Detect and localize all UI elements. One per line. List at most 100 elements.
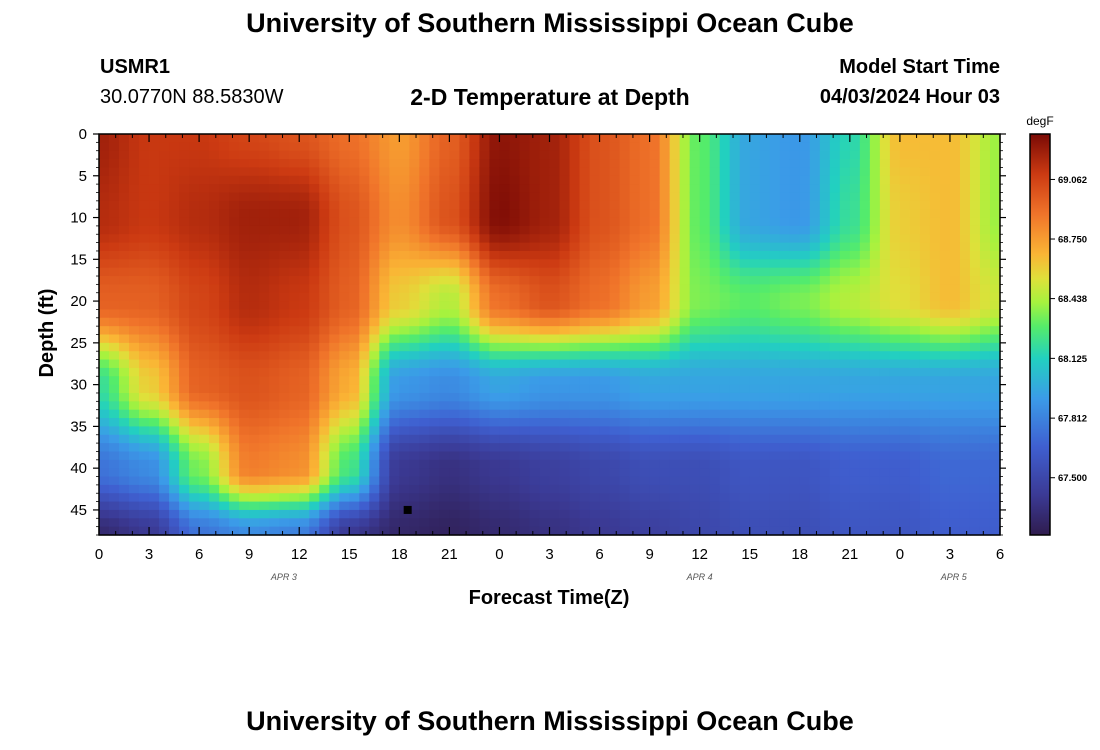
- heatmap-cell: [229, 418, 240, 427]
- heatmap-cell: [419, 159, 430, 169]
- heatmap-cell: [639, 209, 651, 219]
- colorbar-label: 67.812: [1058, 414, 1087, 425]
- heatmap-cell: [699, 526, 711, 536]
- heatmap-cell: [279, 392, 290, 402]
- heatmap-cell: [479, 334, 491, 344]
- heatmap-cell: [679, 376, 691, 386]
- heatmap-cell: [259, 359, 270, 369]
- heatmap-cell: [879, 150, 891, 160]
- heatmap-cell: [199, 426, 210, 436]
- heatmap-cell: [589, 267, 601, 277]
- heatmap-cell: [689, 484, 701, 494]
- heatmap-cell: [319, 326, 330, 336]
- heatmap-cell: [959, 250, 971, 260]
- heatmap-cell: [919, 175, 931, 185]
- heatmap-cell: [809, 142, 821, 152]
- heatmap-cell: [229, 468, 240, 478]
- heatmap-cell: [239, 309, 250, 319]
- heatmap-cell: [619, 225, 631, 235]
- heatmap-cell: [299, 459, 310, 469]
- heatmap-cell: [599, 326, 611, 336]
- heatmap-cell: [499, 259, 511, 269]
- heatmap-cell: [599, 493, 611, 503]
- colorbar-label: 69.062: [1058, 175, 1087, 186]
- heatmap-cell: [839, 276, 851, 285]
- heatmap-cell: [649, 501, 661, 511]
- heatmap-cell: [629, 309, 641, 319]
- heatmap-cell: [669, 192, 681, 202]
- heatmap-cell: [159, 334, 170, 344]
- heatmap-cell: [499, 493, 511, 503]
- heatmap-cell: [899, 234, 911, 244]
- heatmap-cell: [219, 209, 230, 219]
- heatmap-cell: [149, 192, 160, 202]
- heatmap-cell: [699, 376, 711, 386]
- heatmap-cell: [679, 284, 691, 294]
- heatmap-cell: [329, 184, 340, 194]
- heatmap-cell: [629, 468, 641, 478]
- heatmap-cell: [139, 434, 150, 444]
- heatmap-cell: [529, 509, 541, 519]
- heatmap-cell: [159, 175, 170, 185]
- heatmap-cell: [629, 518, 641, 528]
- heatmap-cell: [179, 409, 190, 419]
- heatmap-cell: [619, 267, 631, 277]
- heatmap-cell: [509, 426, 521, 436]
- heatmap-cell: [579, 292, 591, 302]
- heatmap-cell: [649, 342, 661, 352]
- heatmap-cell: [589, 250, 601, 260]
- heatmap-cell: [749, 342, 761, 352]
- heatmap-cell: [209, 326, 220, 336]
- heatmap-cell: [109, 259, 120, 269]
- heatmap-cell: [189, 175, 200, 185]
- heatmap-cell: [339, 526, 350, 536]
- heatmap-cell: [219, 384, 230, 394]
- heatmap-cell: [639, 376, 651, 386]
- heatmap-cell: [569, 175, 581, 185]
- heatmap-cell: [329, 276, 340, 285]
- heatmap-cell: [899, 309, 911, 319]
- heatmap-cell: [449, 484, 460, 494]
- heatmap-cell: [379, 267, 390, 277]
- heatmap-cell: [419, 250, 430, 260]
- heatmap-cell: [249, 493, 260, 503]
- heatmap-cell: [269, 501, 280, 511]
- heatmap-cell: [379, 192, 390, 202]
- heatmap-cell: [729, 217, 741, 227]
- heatmap-cell: [669, 426, 681, 436]
- heatmap-cell: [549, 267, 561, 277]
- heatmap-cell: [909, 426, 921, 436]
- heatmap-cell: [549, 292, 561, 302]
- heatmap-cell: [279, 484, 290, 494]
- heatmap-cell: [899, 242, 911, 252]
- heatmap-cell: [439, 426, 450, 436]
- heatmap-cell: [399, 351, 410, 361]
- heatmap-cell: [709, 150, 721, 160]
- heatmap-cell: [189, 200, 200, 210]
- heatmap-cell: [899, 434, 911, 444]
- heatmap-cell: [649, 484, 661, 494]
- heatmap-cell: [319, 484, 330, 494]
- heatmap-cell: [709, 334, 721, 344]
- heatmap-cell: [359, 392, 370, 402]
- heatmap-cell: [639, 426, 651, 436]
- heatmap-cell: [149, 401, 160, 411]
- heatmap-cell: [489, 518, 501, 528]
- heatmap-cell: [919, 451, 931, 461]
- heatmap-cell: [829, 376, 841, 386]
- heatmap-cell: [289, 476, 300, 486]
- heatmap-cell: [649, 409, 661, 419]
- heatmap-cell: [549, 184, 561, 194]
- heatmap-cell: [679, 409, 691, 419]
- heatmap-cell: [99, 334, 110, 344]
- heatmap-cell: [989, 501, 1001, 511]
- heatmap-cell: [859, 217, 871, 227]
- heatmap-cell: [159, 342, 170, 352]
- heatmap-cell: [449, 150, 460, 160]
- heatmap-cell: [449, 234, 460, 244]
- heatmap-cell: [179, 518, 190, 528]
- heatmap-cell: [189, 284, 200, 294]
- heatmap-cell: [979, 434, 991, 444]
- heatmap-cell: [679, 526, 691, 536]
- heatmap-cell: [909, 342, 921, 352]
